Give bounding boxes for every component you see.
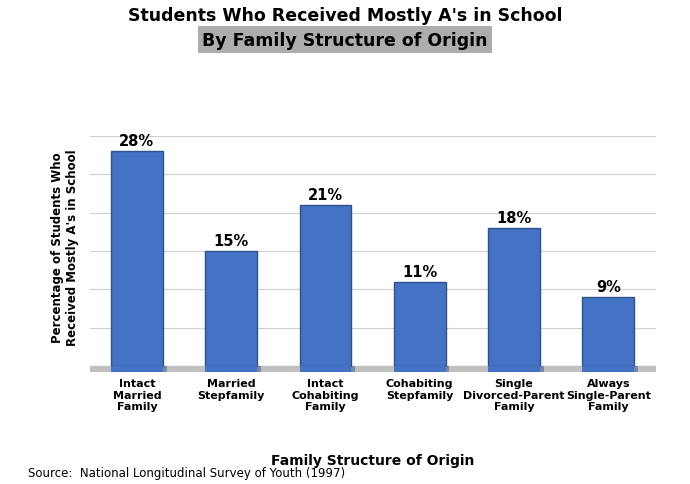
Bar — [540, 366, 544, 373]
Bar — [394, 282, 446, 366]
Y-axis label: Percentage of Students Who
Received Mostly A's in School: Percentage of Students Who Received Most… — [51, 149, 79, 345]
Bar — [111, 366, 163, 373]
Bar — [299, 205, 351, 366]
Text: 11%: 11% — [402, 264, 437, 279]
Text: 9%: 9% — [596, 279, 621, 294]
X-axis label: Family Structure of Origin: Family Structure of Origin — [271, 453, 474, 467]
Bar — [351, 366, 355, 373]
Bar — [582, 298, 634, 366]
Bar — [299, 366, 351, 373]
Text: By Family Structure of Origin: By Family Structure of Origin — [202, 31, 488, 49]
Text: 18%: 18% — [496, 211, 532, 226]
Text: Source:  National Longitudinal Survey of Youth (1997): Source: National Longitudinal Survey of … — [28, 466, 345, 479]
Bar — [257, 366, 261, 373]
Text: 28%: 28% — [119, 134, 155, 149]
Bar — [582, 366, 634, 373]
Bar — [163, 366, 166, 373]
Text: Students Who Received Mostly A's in School: Students Who Received Mostly A's in Scho… — [128, 7, 562, 25]
Bar — [90, 366, 656, 373]
Bar — [488, 228, 540, 366]
Bar — [205, 252, 257, 366]
Bar — [394, 366, 446, 373]
Text: 15%: 15% — [213, 233, 249, 248]
Bar — [446, 366, 449, 373]
Bar — [634, 366, 638, 373]
Bar — [111, 151, 163, 366]
Bar — [205, 366, 257, 373]
Bar — [488, 366, 540, 373]
Text: 21%: 21% — [308, 187, 343, 202]
